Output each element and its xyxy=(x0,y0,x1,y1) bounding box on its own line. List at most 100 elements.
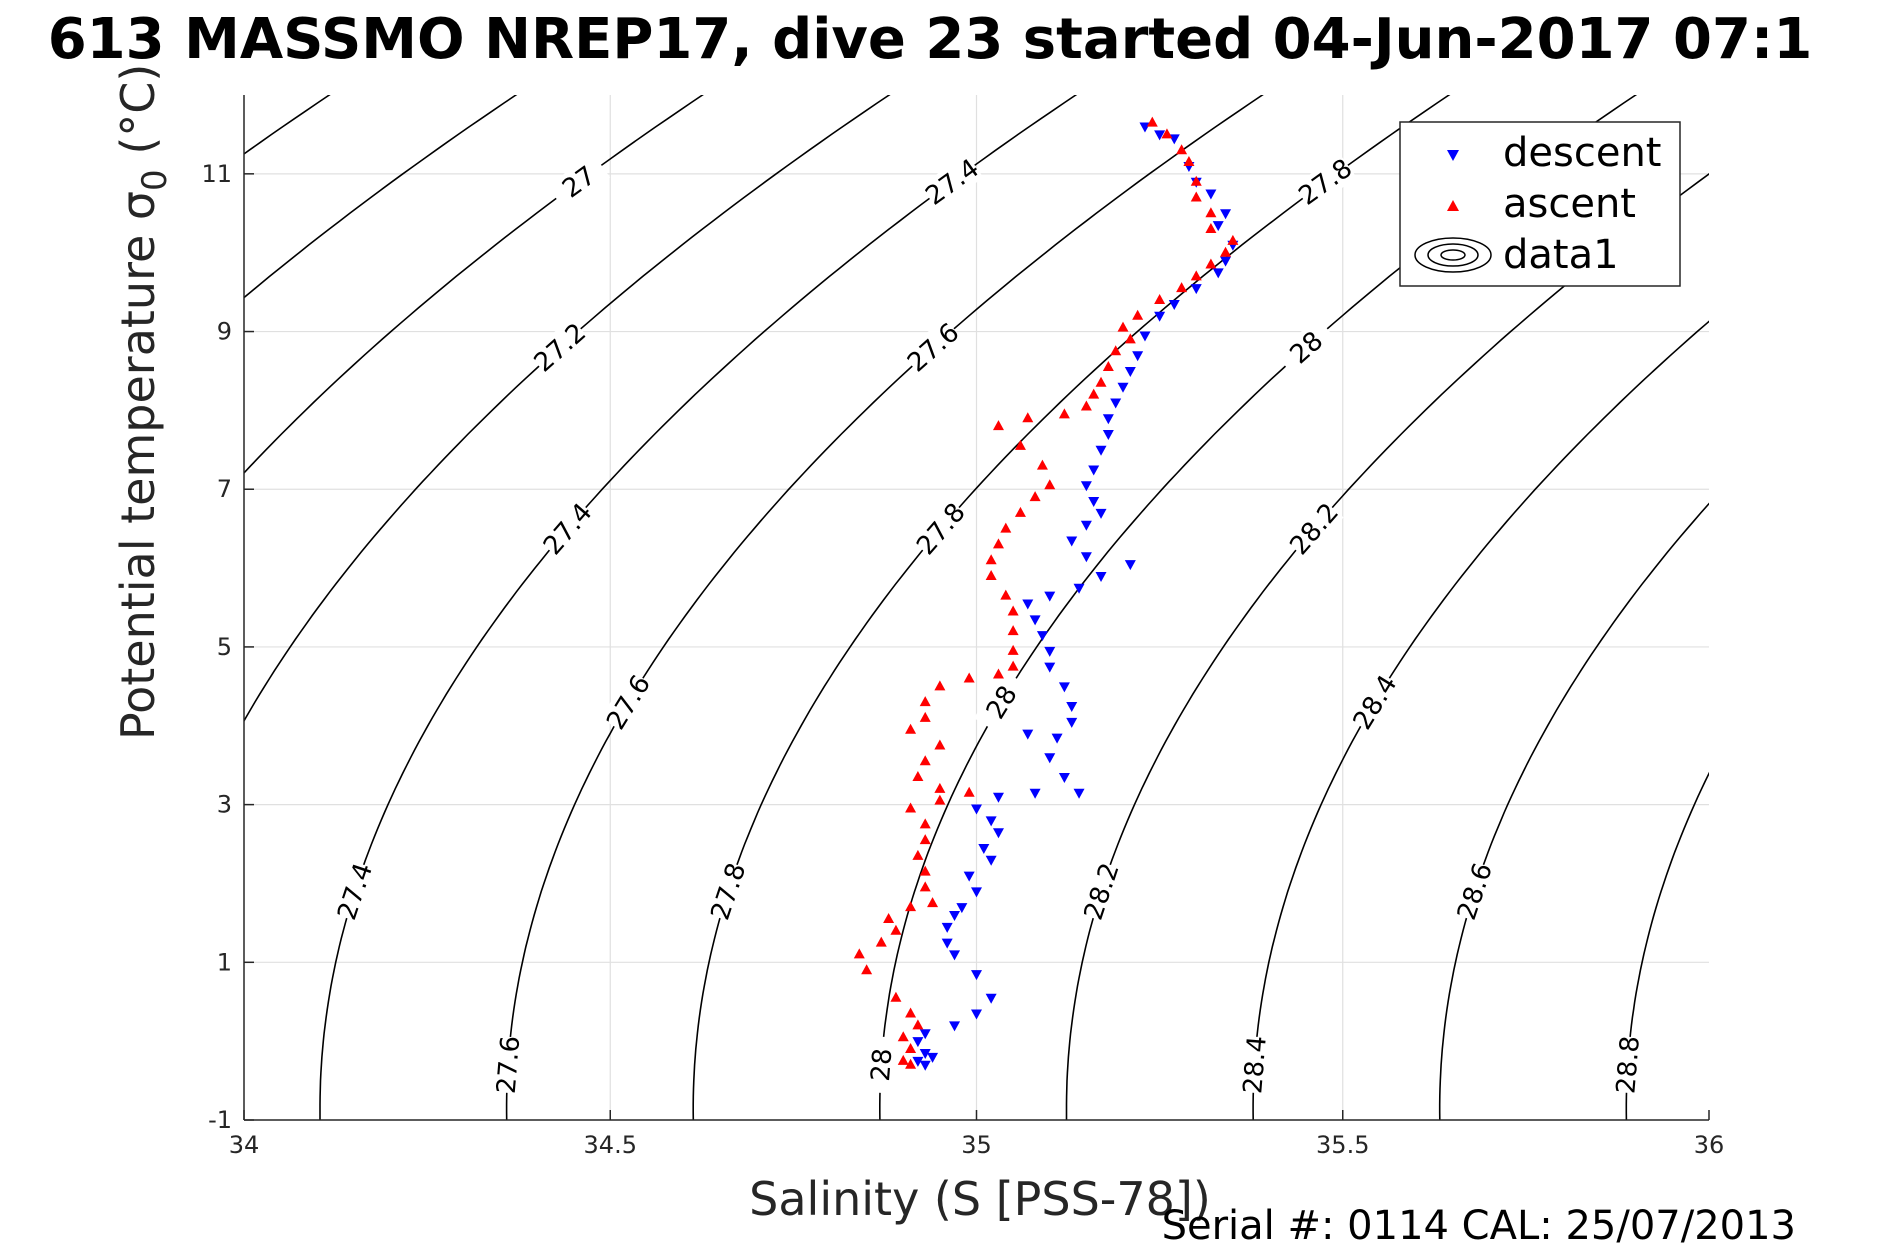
ascent-point xyxy=(861,964,873,975)
ascent-point xyxy=(1161,128,1173,139)
contour-label-bg xyxy=(1284,497,1344,560)
ascent-point xyxy=(890,924,902,935)
ascent-point xyxy=(1102,361,1114,372)
data-points xyxy=(853,116,1239,1071)
descent-point xyxy=(971,804,982,815)
y-axis-label: Potential temperature σ0 (°C) xyxy=(111,64,175,740)
descent-point xyxy=(1058,682,1070,693)
descent-point xyxy=(1212,268,1224,279)
contour-label-bg xyxy=(547,153,611,211)
x-tick-label: 34.5 xyxy=(584,1131,637,1159)
ascent-point xyxy=(934,739,946,750)
descent-point xyxy=(1080,520,1092,531)
descent-point xyxy=(919,1060,931,1071)
contour-label-bg xyxy=(331,859,378,923)
ascent-point xyxy=(1095,376,1107,387)
descent-point xyxy=(971,887,982,898)
descent-point xyxy=(1080,552,1092,563)
descent-point xyxy=(1022,599,1034,610)
grid-lines xyxy=(244,95,1709,1120)
contour-label: 28.4 xyxy=(1237,1035,1273,1095)
ascent-point xyxy=(1205,258,1217,269)
descent-point xyxy=(992,792,1004,803)
isopycnal-27.8 xyxy=(692,95,1451,1120)
ascent-point xyxy=(919,755,931,766)
ascent-point xyxy=(919,711,931,722)
ascent-point xyxy=(1190,270,1202,281)
contour-label-text: 28.4 xyxy=(1238,1035,1273,1095)
contour-label-bg xyxy=(537,497,598,560)
ascent-point xyxy=(875,936,887,947)
svg-text:Potential temperature σ0 (°C): Potential temperature σ0 (°C) xyxy=(111,64,175,740)
descent-point xyxy=(1117,382,1129,393)
ascent-point xyxy=(992,668,1004,679)
descent-point xyxy=(978,843,990,854)
contour-label-bg xyxy=(528,317,591,378)
ascent-point xyxy=(1022,412,1034,423)
contour-label-bg xyxy=(490,1035,526,1094)
contour-label-bg xyxy=(911,497,971,560)
ascent-point xyxy=(905,1007,917,1018)
legend-ascent-marker xyxy=(1447,200,1459,211)
y-axis-label-sub: 0 xyxy=(135,169,175,191)
ascent-point xyxy=(1176,144,1188,155)
x-axis-label: Salinity (S [PSS-78]) xyxy=(749,1172,1211,1226)
contour-label-bg xyxy=(600,670,656,734)
contour-label: 27.4 xyxy=(331,859,379,924)
ascent-point xyxy=(1117,321,1129,332)
descent-point xyxy=(1073,583,1085,594)
isopycnal-26.4 xyxy=(0,56,203,1160)
descent-point xyxy=(1029,788,1041,799)
contour-label-bg xyxy=(920,153,984,211)
ascent-point xyxy=(1110,345,1122,356)
ascent-point xyxy=(919,696,931,707)
descent-point xyxy=(912,1037,924,1048)
ascent-point xyxy=(934,794,946,805)
ascent-point xyxy=(985,554,997,565)
ascent-point xyxy=(1205,207,1217,218)
ascent-point xyxy=(905,723,917,734)
ascent-point xyxy=(905,802,917,813)
ascent-point xyxy=(919,834,931,845)
descent-point xyxy=(1095,508,1107,519)
descent-point xyxy=(956,903,968,914)
ascent-point xyxy=(1007,625,1019,636)
descent-point xyxy=(1190,284,1202,295)
contour-label-bg xyxy=(1275,317,1338,378)
descent-point xyxy=(1029,615,1041,626)
descent-point xyxy=(941,922,953,933)
descent-point xyxy=(1095,445,1107,456)
ascent-point xyxy=(992,420,1004,431)
descent-point xyxy=(912,1056,924,1067)
descent-point xyxy=(1102,414,1114,425)
contour-label-bg xyxy=(863,1035,899,1094)
descent-point xyxy=(1205,189,1217,200)
ascent-point xyxy=(853,948,865,959)
isopycnal-28.4 xyxy=(1252,320,1709,1120)
serial-cal-footer: Serial #: 0114 CAL: 25/07/2013 xyxy=(1162,1203,1796,1249)
descent-point xyxy=(927,1052,939,1063)
ascent-point xyxy=(963,786,975,797)
ascent-point xyxy=(963,672,975,683)
contour-label-bg xyxy=(1347,670,1403,734)
descent-point xyxy=(971,1009,982,1020)
descent-point xyxy=(1022,729,1034,740)
legend: descent ascent data1 xyxy=(1399,121,1681,287)
descent-point xyxy=(1044,591,1056,602)
ascent-point xyxy=(927,897,939,908)
descent-point xyxy=(1220,256,1232,267)
y-tick-label: 11 xyxy=(201,160,232,188)
ascent-point xyxy=(905,1058,917,1069)
contour-label: 28.8 xyxy=(1610,1035,1646,1095)
contour-label-bg xyxy=(1237,1035,1272,1094)
ascent-point xyxy=(985,569,997,580)
isopycnal-28.8 xyxy=(1625,771,1709,1120)
ascent-point xyxy=(883,912,895,923)
descent-point xyxy=(985,993,997,1004)
descent-point xyxy=(1066,702,1078,713)
descent-point xyxy=(949,950,961,961)
descent-point xyxy=(1154,311,1166,322)
ascent-point xyxy=(897,1054,909,1065)
